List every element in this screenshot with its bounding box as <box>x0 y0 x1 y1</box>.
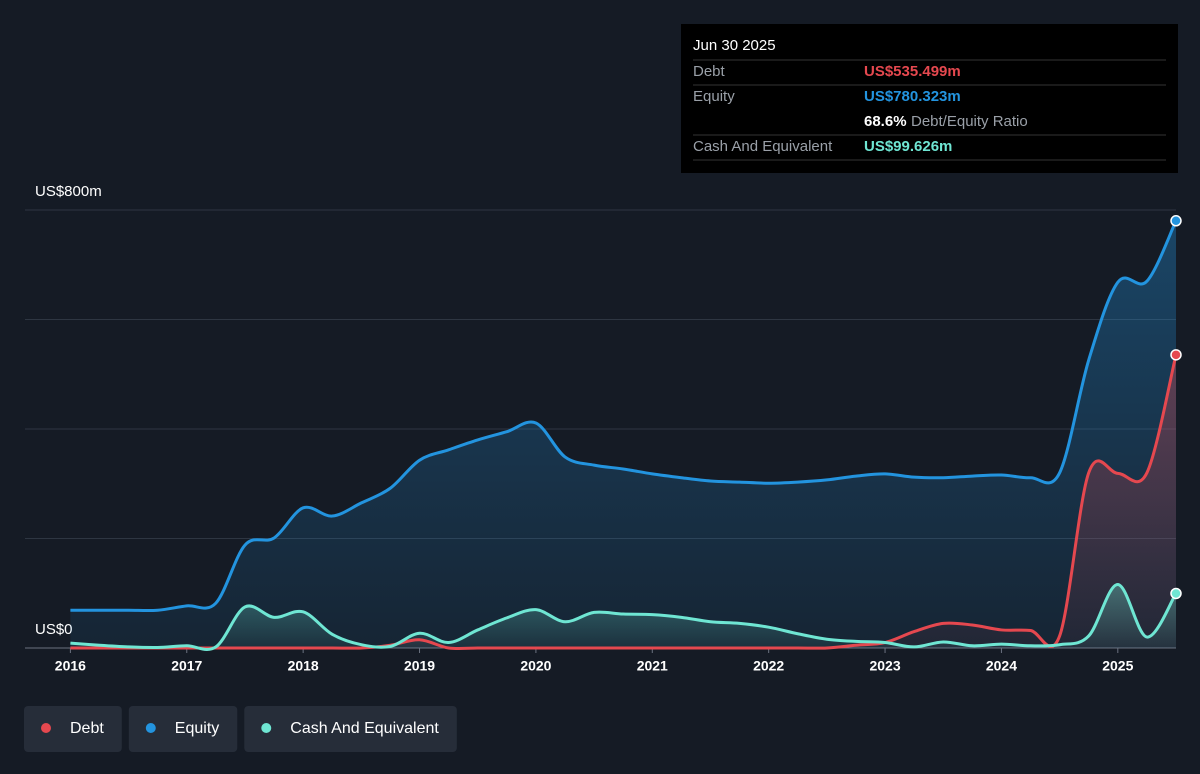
tooltip-value: US$780.323m <box>864 88 961 105</box>
legend-item[interactable]: Equity <box>128 706 238 752</box>
x-tick-label: 2018 <box>288 658 319 674</box>
legend-item[interactable]: Debt <box>24 706 122 752</box>
end-point <box>1170 215 1182 227</box>
x-tick-label: 2019 <box>404 658 435 674</box>
legend-button <box>244 706 457 752</box>
legend-label: Cash And Equivalent <box>290 720 439 737</box>
x-tick-label: 2022 <box>753 658 784 674</box>
tooltip-value: 68.6% <box>864 113 907 130</box>
legend-item[interactable]: Cash And Equivalent <box>244 706 457 752</box>
x-tick-label: 2025 <box>1102 658 1133 674</box>
line <box>70 354 1178 651</box>
end-point <box>1170 587 1182 600</box>
legend-dot <box>145 723 156 733</box>
tooltip-date: Jun 30 2025 <box>693 37 776 54</box>
line <box>70 220 1178 613</box>
x-tick-label: 2020 <box>520 658 551 674</box>
tooltip-label: Equity <box>693 88 735 105</box>
x-tick-label: 2016 <box>55 658 86 674</box>
legend-dot <box>41 723 51 733</box>
legend-button <box>128 706 238 752</box>
y-tick-label: US$800m <box>35 183 102 200</box>
tooltip-label: Cash And Equivalent <box>693 138 833 155</box>
x-tick-label: 2023 <box>869 658 900 674</box>
tooltip-label: Debt <box>693 63 726 80</box>
line <box>70 582 1178 651</box>
y-tick-label: US$0 <box>35 621 73 638</box>
tooltip: Jun 30 2025 Debt US$535.499m Equity US$7… <box>681 24 1178 173</box>
x-tick-label: 2021 <box>637 658 668 674</box>
area <box>70 354 1176 649</box>
tooltip-note: Debt/Equity Ratio <box>911 113 1028 130</box>
legend-dot <box>261 723 272 733</box>
end-point <box>1170 349 1182 361</box>
area <box>70 584 1176 650</box>
tooltip-value: US$99.626m <box>864 138 952 155</box>
legend-label: Debt <box>70 720 104 737</box>
x-tick-label: 2024 <box>986 658 1017 674</box>
tooltip-value: US$535.499m <box>864 63 961 80</box>
legend-label: Equity <box>175 720 219 737</box>
x-tick-label: 2017 <box>171 658 202 674</box>
legend-button <box>24 706 122 752</box>
tooltip-box <box>681 24 1178 173</box>
area <box>70 220 1176 648</box>
